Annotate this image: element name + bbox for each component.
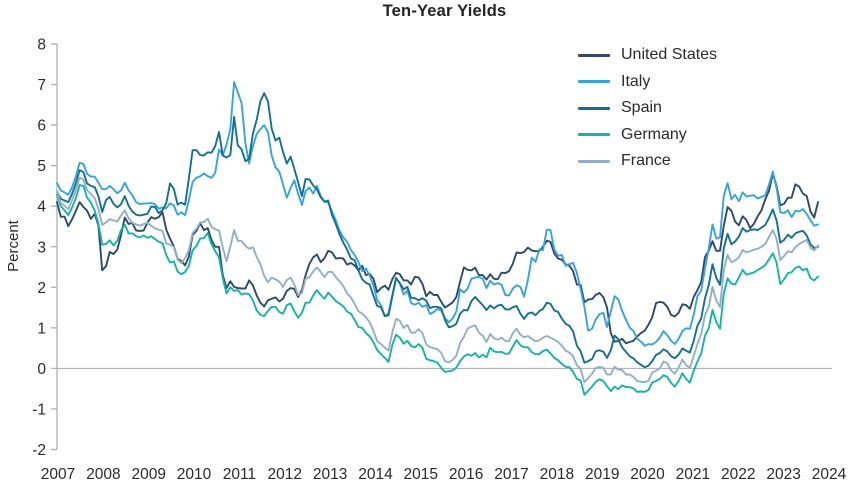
x-tick-label: 2007 [41,466,75,483]
x-tick-label: 2024 [812,466,847,483]
x-tick-label: 2012 [268,466,302,483]
series-lines [56,81,819,396]
x-tick-label: 2019 [585,466,619,483]
y-tick-label: 1 [37,320,46,337]
x-tick-label: 2010 [177,466,212,483]
legend: United States Italy Spain Germany France [578,42,717,175]
x-tick-label: 2013 [313,466,347,483]
y-tick-label: 0 [37,361,46,378]
y-tick-label: -2 [32,442,46,459]
legend-item-germany: Germany [578,122,717,149]
y-tick-label: 3 [37,239,46,256]
axes: 8 7 6 5 4 3 2 1 0 -1 -2 2007 2008 2009 2010 2011 2012 201… [32,37,846,484]
x-tick-label: 2008 [86,466,120,483]
legend-line-swatch-france [578,159,610,163]
legend-label-italy: Italy [621,72,651,90]
x-tick-label: 2018 [540,466,574,483]
legend-item-italy: Italy [578,69,717,96]
legend-label-united-states: United States [621,46,718,64]
legend-item-united-states: United States [578,42,717,69]
y-tick-label: 2 [37,280,46,297]
x-tick-label: 2011 [223,466,256,483]
series-line-france [56,176,819,384]
legend-item-france: France [578,148,717,175]
y-tick-label: 6 [37,118,46,135]
x-tick-label: 2020 [630,466,665,483]
legend-label-germany: Germany [621,125,687,143]
y-tick-label: 7 [37,77,46,94]
series-line-spain [56,92,819,369]
x-tick-label: 2015 [404,466,438,483]
x-tick-label: 2017 [494,466,528,483]
x-tick-label: 2021 [676,466,710,483]
y-tick-label: 4 [37,199,46,216]
legend-item-spain: Spain [578,95,717,122]
x-tick-label: 2014 [358,466,393,483]
y-tick-label: 5 [37,158,46,175]
x-tick-label: 2009 [131,466,165,483]
series-line-germany [56,184,819,396]
y-tick-label: -1 [32,401,46,418]
legend-line-swatch-italy [578,80,610,84]
y-tick-label: 8 [37,37,46,54]
x-tick-label: 2023 [766,466,800,483]
x-tick-label: 2022 [721,466,755,483]
legend-line-swatch-spain [578,106,610,110]
series-line-italy [56,81,819,347]
legend-line-swatch-united-states [578,53,610,57]
legend-line-swatch-germany [578,133,610,137]
chart-title: Ten-Year Yields [382,2,507,20]
series-line-united-states [56,172,819,345]
legend-label-france: France [621,152,671,170]
x-tick-label: 2016 [449,466,483,483]
legend-label-spain: Spain [621,99,662,117]
